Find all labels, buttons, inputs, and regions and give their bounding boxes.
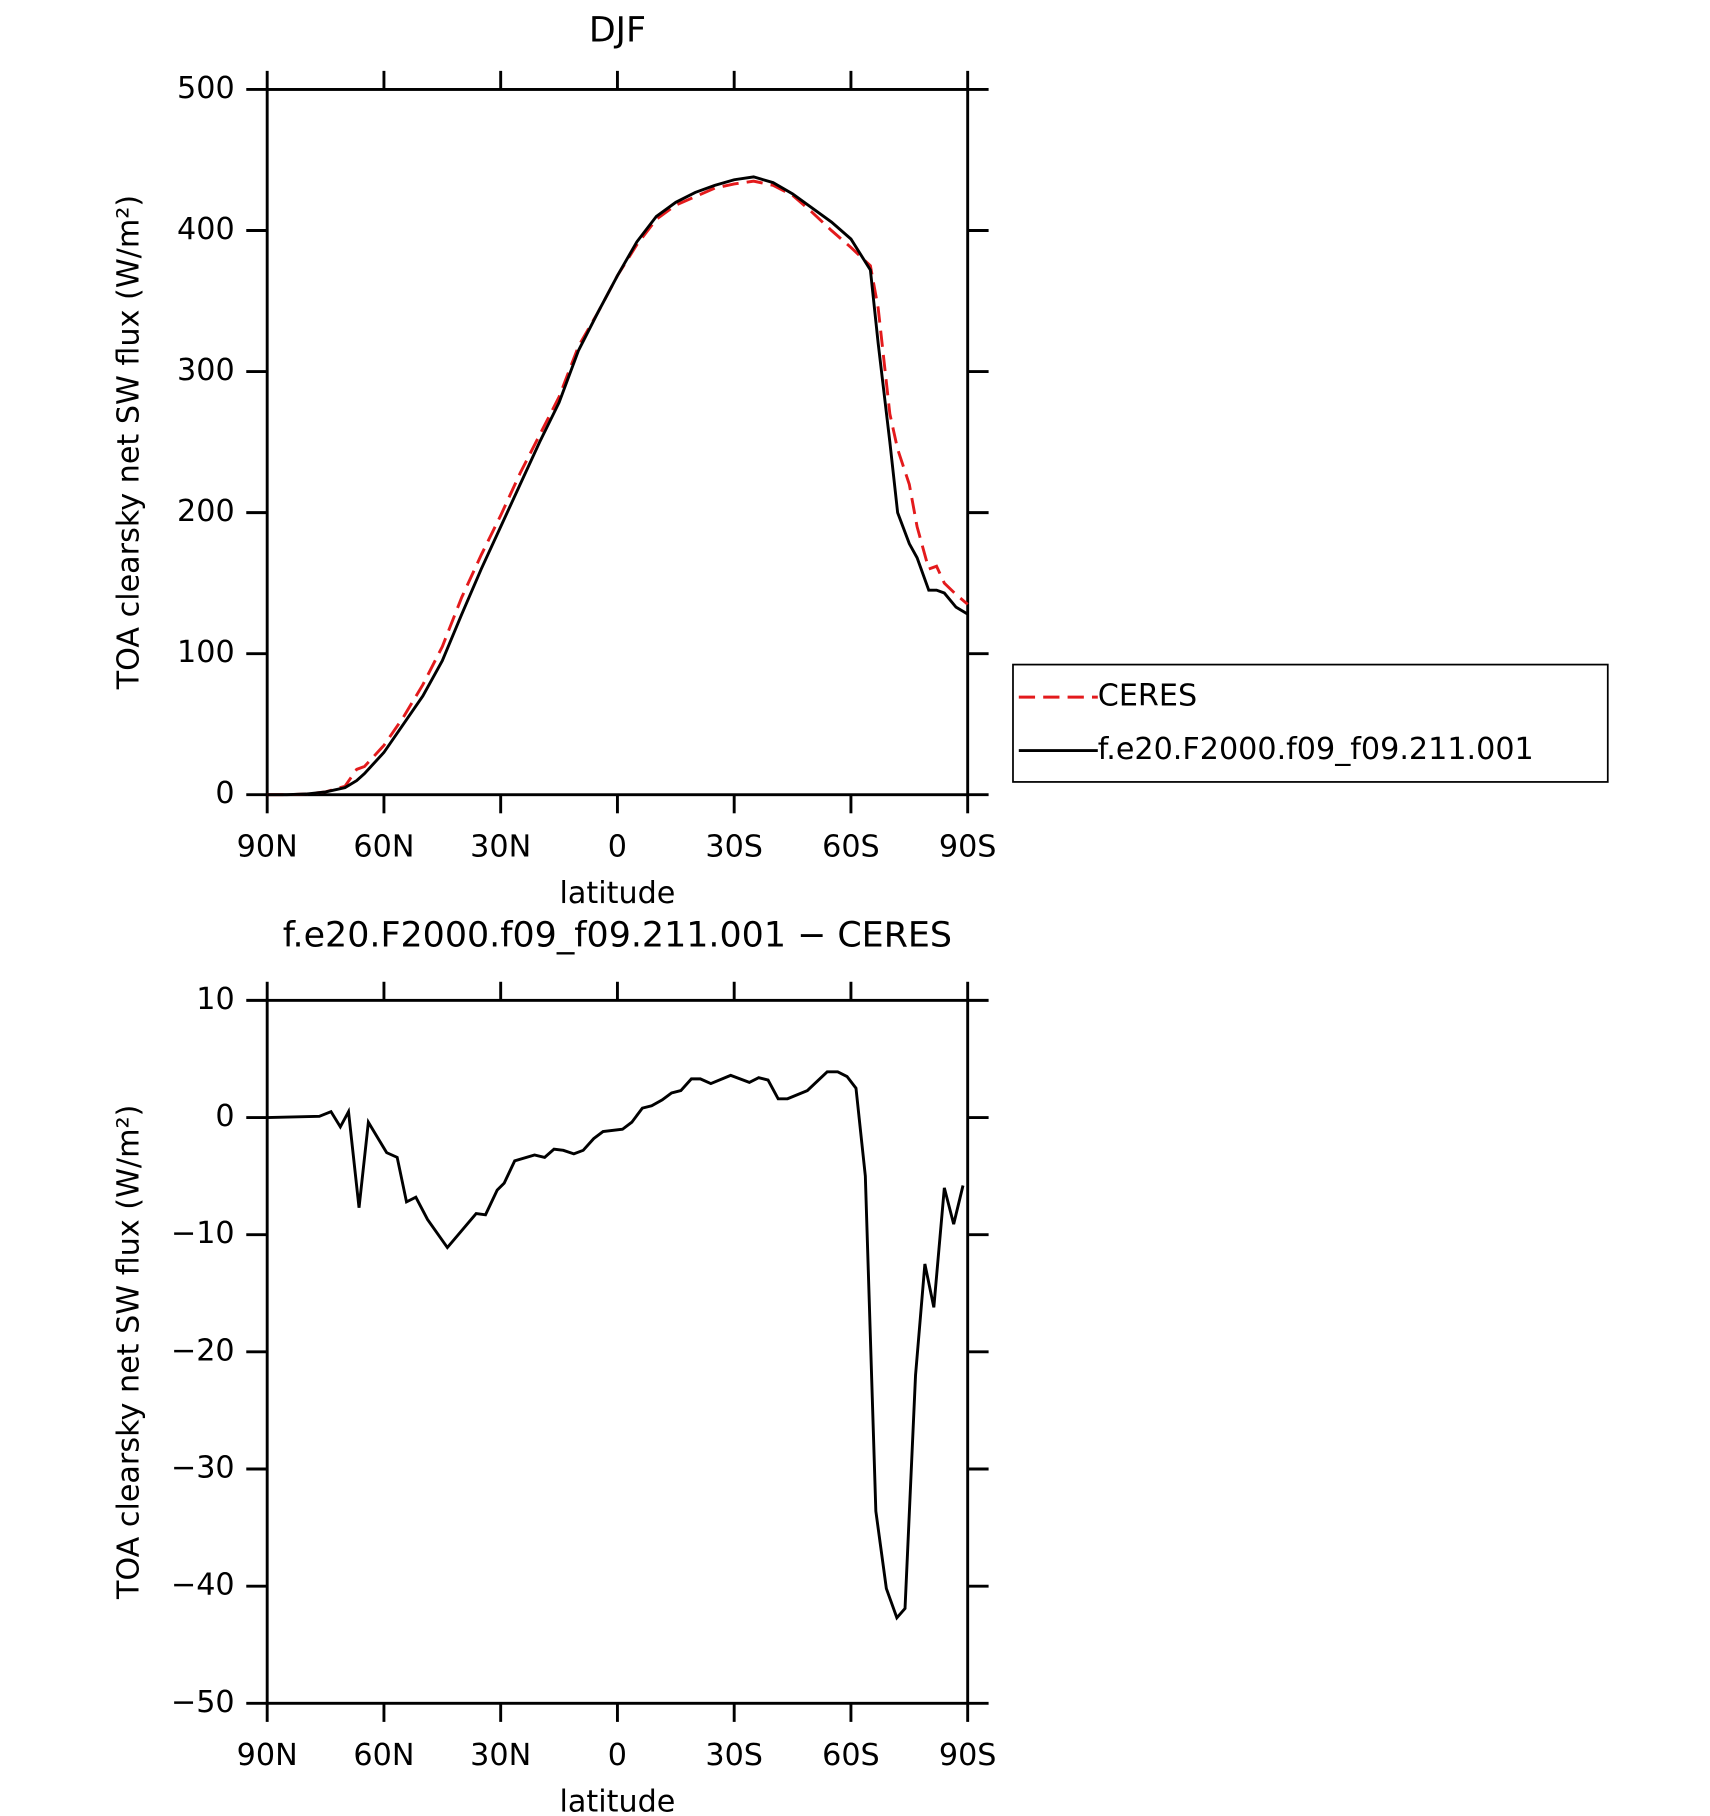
x-tick-label: 30N bbox=[470, 1738, 531, 1773]
data-line bbox=[267, 1070, 965, 1621]
x-tick-label: 90N bbox=[237, 830, 298, 865]
data-line bbox=[267, 179, 969, 797]
x-tick-label: 90N bbox=[237, 1738, 298, 1773]
x-tick-label: 60N bbox=[353, 1738, 414, 1773]
x-tick-label: 0 bbox=[608, 830, 627, 865]
legend-label: CERES bbox=[1098, 679, 1197, 714]
y-axis-label: TOA clearsky net SW flux (W/m²) bbox=[112, 1105, 147, 1600]
x-tick-label: 30S bbox=[705, 1738, 763, 1773]
y-axis-label: TOA clearsky net SW flux (W/m²) bbox=[112, 195, 147, 690]
y-tick-label: −10 bbox=[171, 1216, 235, 1251]
y-tick-label: −20 bbox=[171, 1333, 235, 1368]
data-line bbox=[267, 175, 969, 797]
y-tick-label: 0 bbox=[215, 1099, 234, 1134]
legend-label: f.e20.F2000.f09_f09.211.001 bbox=[1098, 732, 1534, 767]
plot-frame bbox=[265, 88, 970, 797]
y-tick-label: 0 bbox=[215, 776, 234, 811]
legend-box bbox=[1012, 663, 1609, 783]
y-tick-label: 500 bbox=[177, 71, 235, 106]
y-tick-label: 200 bbox=[177, 494, 235, 529]
x-tick-label: 90S bbox=[939, 830, 997, 865]
x-axis-label: latitude bbox=[560, 1785, 676, 1816]
plot-frame bbox=[265, 998, 970, 1705]
x-tick-label: 60N bbox=[353, 830, 414, 865]
y-tick-label: 300 bbox=[177, 353, 235, 388]
chart-title: DJF bbox=[589, 10, 646, 50]
y-tick-label: −50 bbox=[171, 1685, 235, 1720]
x-tick-label: 0 bbox=[608, 1738, 627, 1773]
y-tick-label: −30 bbox=[171, 1450, 235, 1485]
chart-title: f.e20.F2000.f09_f09.211.001 − CERES bbox=[283, 915, 952, 955]
x-tick-label: 30S bbox=[705, 830, 763, 865]
x-tick-label: 90S bbox=[939, 1738, 997, 1773]
x-tick-label: 60S bbox=[822, 830, 880, 865]
y-tick-label: −40 bbox=[171, 1568, 235, 1603]
x-tick-label: 30N bbox=[470, 830, 531, 865]
y-tick-label: 100 bbox=[177, 635, 235, 670]
y-tick-label: 10 bbox=[196, 982, 234, 1017]
y-tick-label: 400 bbox=[177, 212, 235, 247]
x-axis-label: latitude bbox=[560, 876, 676, 911]
x-tick-label: 60S bbox=[822, 1738, 880, 1773]
